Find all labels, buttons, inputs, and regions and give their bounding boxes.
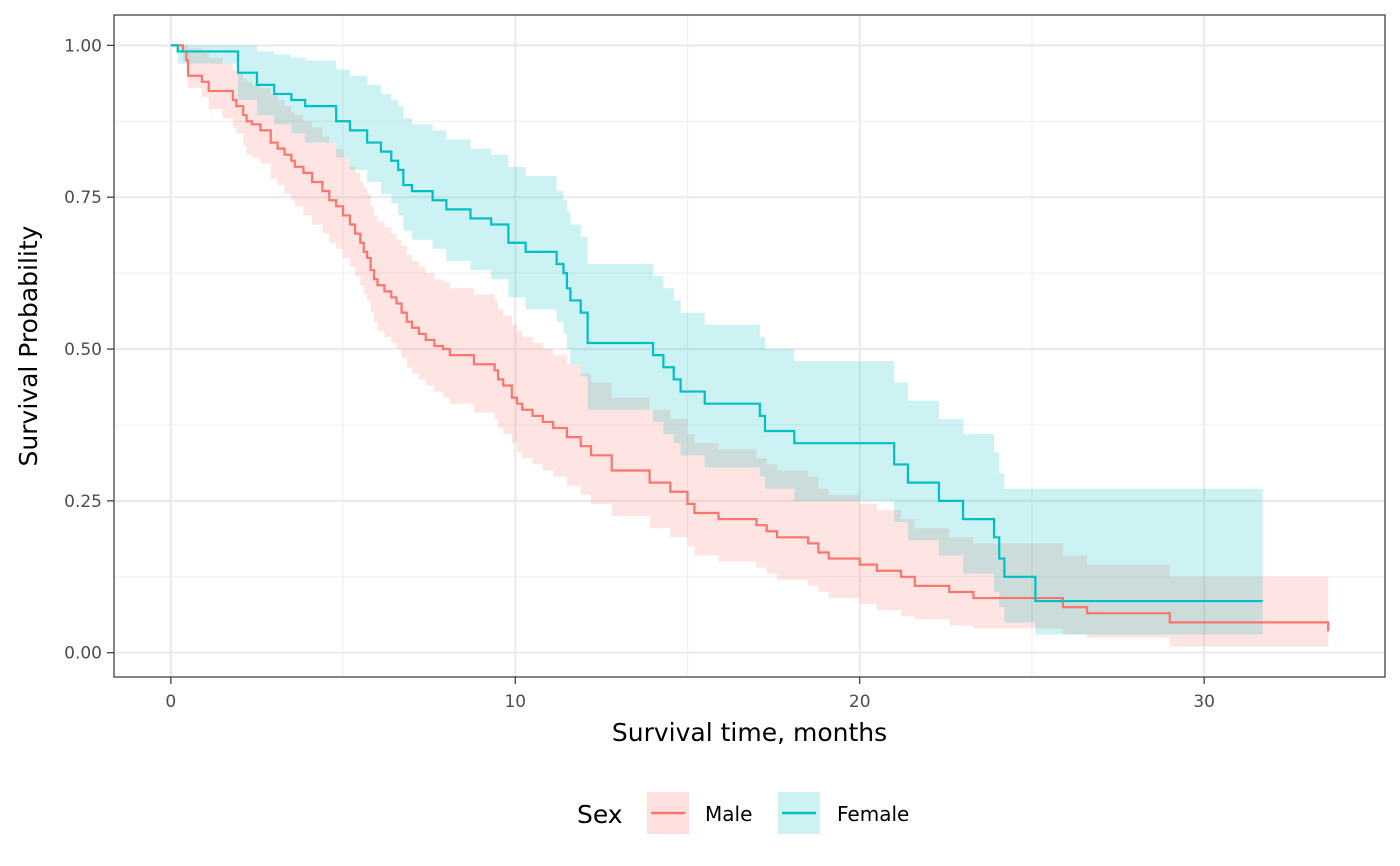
legend-label-male: Male	[705, 802, 752, 826]
confidence-band-female	[170, 45, 1263, 638]
confidence-bands	[170, 45, 1329, 647]
x-tick-label: 20	[849, 692, 871, 712]
x-tick-label: 10	[504, 692, 526, 712]
y-axis-title: Survival Probability	[14, 225, 43, 466]
plot-background	[114, 15, 1385, 677]
legend-title: Sex	[577, 800, 623, 829]
y-tick-label: 0.50	[64, 340, 102, 360]
y-tick-label: 0.25	[64, 492, 102, 512]
x-axis: 0 10 20 30	[165, 677, 1215, 712]
x-tick-label: 0	[165, 692, 176, 712]
y-axis: 0.00 0.25 0.50 0.75 1.00	[64, 36, 114, 664]
legend-item-male: Male	[647, 792, 752, 834]
legend-item-female: Female	[778, 792, 909, 834]
y-tick-label: 0.00	[64, 644, 102, 664]
y-tick-label: 1.00	[64, 36, 102, 56]
legend: Sex Male Female	[577, 792, 909, 834]
survival-curve-female	[170, 44, 1263, 603]
confidence-band-male	[170, 45, 1329, 647]
plot-border	[113, 14, 1386, 678]
legend-label-female: Female	[837, 802, 909, 826]
grid-lines	[114, 15, 1385, 677]
survival-curves	[170, 44, 1330, 632]
x-axis-title: Survival time, months	[612, 718, 887, 747]
y-tick-label: 0.75	[64, 188, 102, 208]
x-tick-label: 30	[1193, 692, 1215, 712]
survival-curve-male	[170, 44, 1330, 632]
